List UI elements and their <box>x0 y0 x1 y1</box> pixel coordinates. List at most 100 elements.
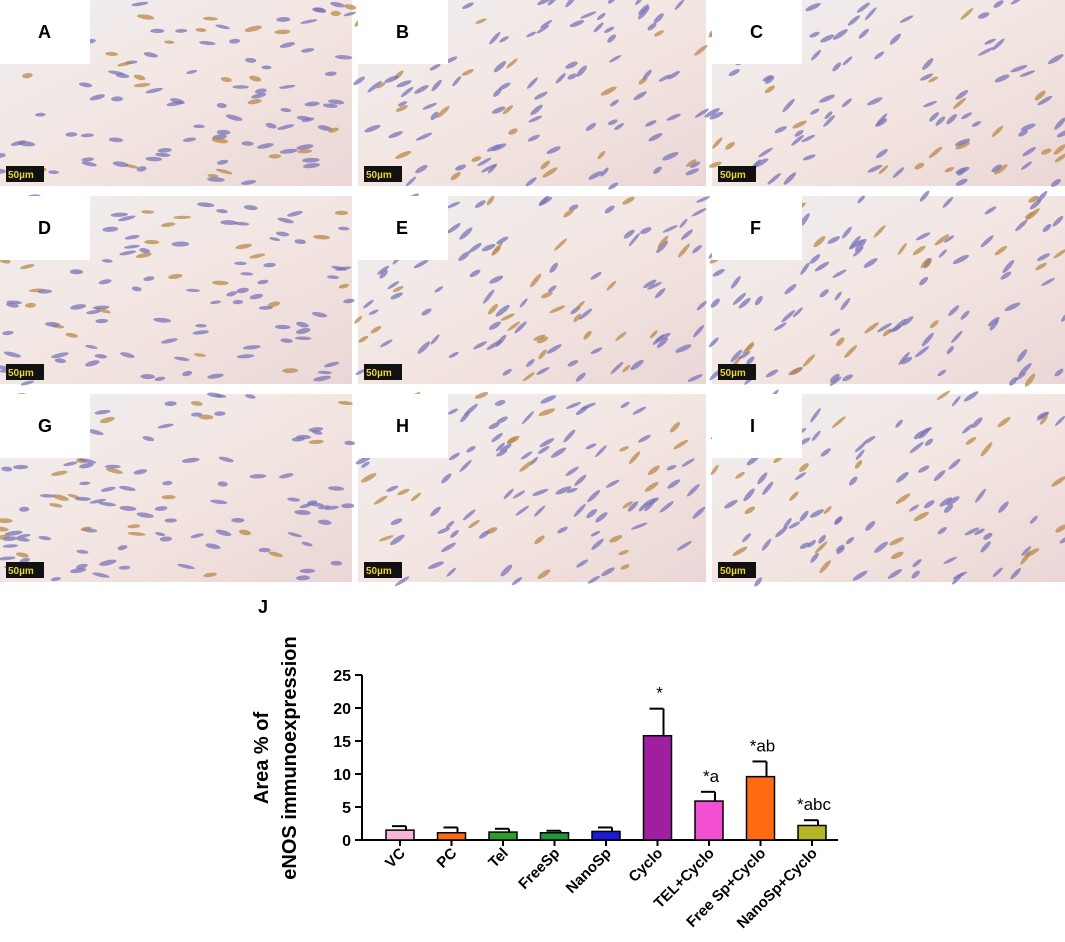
nucleus <box>198 414 214 420</box>
nucleus <box>909 504 919 512</box>
nucleus <box>182 137 196 142</box>
nucleus <box>591 538 604 550</box>
nucleus <box>4 530 23 536</box>
nucleus <box>231 517 245 523</box>
nucleus <box>536 24 550 34</box>
nucleus <box>977 47 994 56</box>
nucleus <box>620 564 630 570</box>
nucleus <box>496 236 509 245</box>
nucleus <box>618 549 629 556</box>
nucleus <box>450 530 459 538</box>
nucleus <box>313 375 331 382</box>
nucleus <box>135 252 152 258</box>
nucleus <box>957 167 966 176</box>
nucleus <box>590 271 602 280</box>
nucleus <box>330 10 341 17</box>
micrograph: C 50µm <box>704 0 1065 187</box>
nucleus <box>538 349 547 360</box>
nucleus <box>360 473 377 483</box>
nucleus <box>446 201 460 209</box>
nucleus <box>863 258 878 268</box>
nucleus <box>827 236 840 244</box>
nucleus <box>499 443 512 452</box>
nucleus <box>891 551 904 560</box>
scale-bar-label: 50µm <box>8 566 34 577</box>
nucleus <box>952 97 966 110</box>
nucleus <box>486 195 495 206</box>
nucleus <box>653 13 664 24</box>
nucleus <box>49 503 63 508</box>
nucleus <box>565 0 577 8</box>
nucleus <box>943 556 957 564</box>
nucleus <box>500 313 515 321</box>
nucleus <box>142 436 155 442</box>
nucleus <box>525 177 537 187</box>
label-box <box>712 0 802 64</box>
nucleus <box>94 354 107 359</box>
nucleus <box>928 146 943 159</box>
nucleus <box>687 374 703 382</box>
nucleus <box>809 31 820 38</box>
nucleus <box>34 112 46 117</box>
nucleus <box>193 353 206 357</box>
nucleus <box>447 223 461 234</box>
nucleus <box>978 12 990 19</box>
nucleus <box>1016 349 1028 363</box>
nucleus <box>875 149 888 159</box>
nucleus <box>638 4 649 16</box>
nucleus <box>600 86 617 96</box>
nucleus <box>675 344 692 353</box>
nucleus <box>247 99 262 105</box>
nucleus <box>600 167 609 177</box>
nucleus <box>1010 567 1021 580</box>
nucleus <box>1036 190 1048 203</box>
nucleus <box>519 298 528 308</box>
nucleus <box>546 146 561 154</box>
nucleus <box>628 451 641 464</box>
nucleus <box>225 114 243 121</box>
nucleus <box>1055 416 1065 426</box>
label-box <box>0 0 90 64</box>
label-box <box>358 394 448 458</box>
nucleus <box>354 315 363 324</box>
nucleus <box>1019 70 1036 77</box>
nucleus <box>136 166 147 172</box>
nucleus <box>549 262 558 273</box>
nucleus <box>742 343 755 354</box>
nucleus <box>119 485 136 491</box>
nucleus <box>690 161 701 168</box>
nucleus <box>992 567 1003 577</box>
nucleus <box>173 356 190 361</box>
nucleus <box>858 28 869 39</box>
nucleus <box>263 262 276 268</box>
nucleus <box>788 367 803 376</box>
nucleus <box>16 537 30 542</box>
nucleus <box>2 536 18 541</box>
nucleus <box>19 557 31 564</box>
nucleus <box>304 101 320 107</box>
y-axis-label: Area % of <box>251 712 273 805</box>
y-tick-label: 5 <box>342 800 351 817</box>
nucleus <box>287 532 302 538</box>
nucleus <box>928 76 939 83</box>
nucleus <box>218 456 234 463</box>
nucleus <box>143 276 155 282</box>
nucleus <box>669 422 681 433</box>
nucleus <box>277 124 295 130</box>
nucleus <box>939 497 953 507</box>
nucleus <box>117 215 136 222</box>
nucleus <box>136 14 155 20</box>
nucleus <box>507 321 521 331</box>
nucleus <box>494 400 506 406</box>
nucleus <box>124 234 140 240</box>
nucleus <box>610 361 624 375</box>
nucleus <box>1056 129 1065 138</box>
nucleus <box>946 346 954 355</box>
nucleus <box>98 279 112 285</box>
nucleus <box>955 141 970 150</box>
nucleus <box>813 236 826 248</box>
nucleus <box>601 567 615 577</box>
nucleus <box>52 494 69 501</box>
nucleus <box>1052 215 1064 227</box>
